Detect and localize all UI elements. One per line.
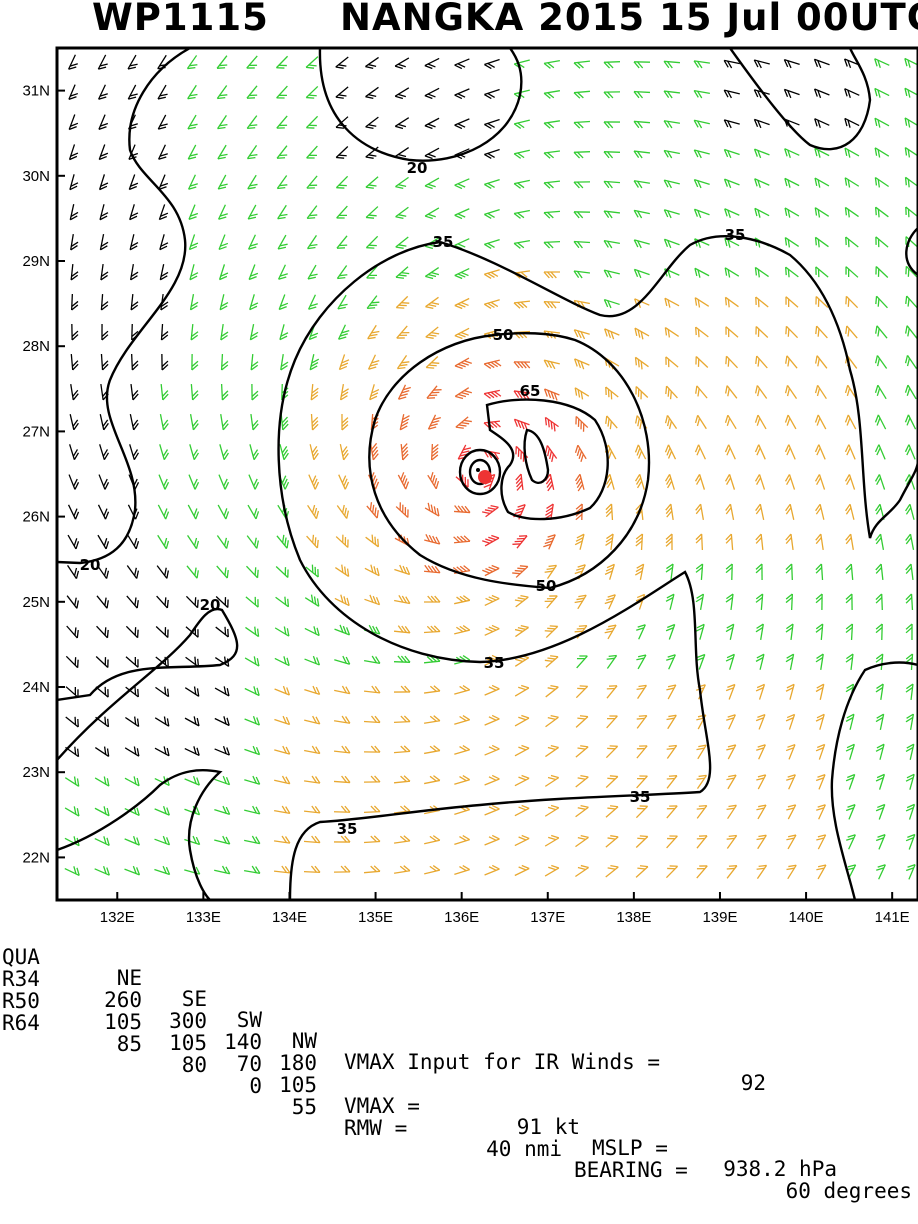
vmax-input-value: 92 xyxy=(682,1073,766,1094)
longitude-label: 141E xyxy=(875,909,910,926)
contour-label: 20 xyxy=(80,556,101,574)
storm-center-point xyxy=(476,468,480,472)
rmw-value: 40 nmi xyxy=(432,1139,562,1160)
latitude-labels: 31N 30N 29N 28N 27N 26N 25N 24N 23N 22N xyxy=(22,83,50,867)
vmax-label: VMAX = xyxy=(344,1096,420,1117)
radius-value: 260 xyxy=(62,990,142,1011)
latitude-label: 29N xyxy=(22,253,50,270)
latitude-label: 25N xyxy=(22,594,50,611)
mslp-value: 938.2 hPa xyxy=(692,1159,837,1180)
longitude-label: 132E xyxy=(100,909,135,926)
latitude-label: 30N xyxy=(22,168,50,185)
latitude-label: 31N xyxy=(22,83,50,100)
r64-row: R64 85 80 0 55 RMW = 40 nmi BEARING = 60… xyxy=(2,992,53,1223)
contour-label: 35 xyxy=(725,226,746,244)
radius-value: 55 xyxy=(237,1097,317,1118)
contour-label: 35 xyxy=(630,788,651,806)
longitude-label: 140E xyxy=(789,909,824,926)
mslp-label: MSLP = xyxy=(592,1138,668,1159)
radius-value: 85 xyxy=(62,1034,142,1055)
radius-value: 0 xyxy=(182,1076,262,1097)
radius-label: R64 xyxy=(2,1013,40,1034)
radius-value: 80 xyxy=(127,1055,207,1076)
storm-info-panel: QUA NE SE SW NW VMAX Input for IR Winds … xyxy=(0,926,918,1014)
vmax-value: 91 kt xyxy=(442,1117,580,1138)
contour-label: 35 xyxy=(337,820,358,838)
contour-label: 65 xyxy=(520,382,541,400)
bearing-value: 60 degrees xyxy=(722,1181,912,1202)
bearing-label: BEARING = xyxy=(574,1160,688,1181)
quadrant-ne: NE xyxy=(62,968,142,989)
vmax-input-label: VMAX Input for IR Winds = xyxy=(344,1052,660,1073)
latitude-label: 26N xyxy=(22,509,50,526)
latitude-label: 28N xyxy=(22,338,50,355)
contour-label: 35 xyxy=(433,233,454,251)
contour-label: 35 xyxy=(484,654,505,672)
longitude-label: 139E xyxy=(702,909,737,926)
contour-label: 20 xyxy=(200,596,221,614)
contour-label: 20 xyxy=(407,159,428,177)
longitude-label: 137E xyxy=(530,909,565,926)
latitude-label: 24N xyxy=(22,679,50,696)
rmw-label: RMW = xyxy=(344,1118,407,1139)
contour-label: 50 xyxy=(536,577,557,595)
wind-analysis-map: 20 20 20 35 35 35 35 35 50 50 65 132E 133… xyxy=(0,0,918,926)
longitude-label: 135E xyxy=(358,909,393,926)
longitude-label: 133E xyxy=(186,909,221,926)
longitude-label: 138E xyxy=(616,909,651,926)
storm-center-dot xyxy=(478,470,492,484)
longitude-label: 134E xyxy=(272,909,307,926)
latitude-label: 23N xyxy=(22,764,50,781)
radius-value: 105 xyxy=(62,1012,142,1033)
longitude-labels: 132E 133E 134E 135E 136E 137E 138E 139E 140E 141E xyxy=(100,909,910,926)
latitude-label: 22N xyxy=(22,849,50,866)
contour-label: 50 xyxy=(493,326,514,344)
longitude-label: 136E xyxy=(444,909,479,926)
latitude-label: 27N xyxy=(22,423,50,440)
